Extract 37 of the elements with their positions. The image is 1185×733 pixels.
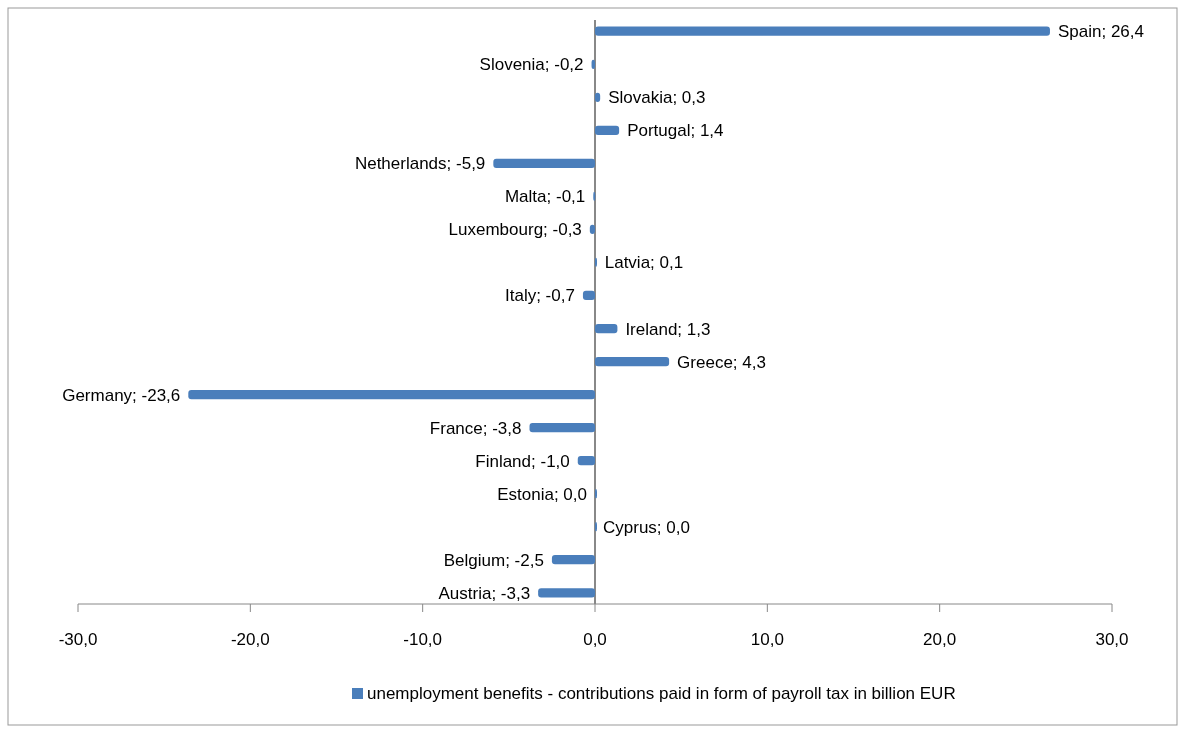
- bar: [493, 158, 595, 168]
- data-label: Austria; -3,3: [438, 583, 531, 603]
- data-label: Latvia; 0,1: [604, 253, 684, 273]
- data-label: Finland; -1,0: [475, 451, 570, 471]
- data-label: Italy; -0,7: [505, 286, 575, 306]
- data-label: Malta; -0,1: [504, 187, 586, 207]
- data-label: Ireland; 1,3: [625, 319, 711, 339]
- bar: [595, 356, 670, 367]
- data-label: Luxembourg; -0,3: [448, 220, 582, 240]
- bar: [538, 588, 595, 598]
- data-label: Netherlands; -5,9: [354, 154, 486, 174]
- bar: [595, 26, 1050, 36]
- data-label: France; -3,8: [429, 418, 522, 438]
- data-label: Belgium; -2,5: [443, 550, 544, 570]
- x-tick-label: 0,0: [583, 630, 607, 649]
- bar: [577, 456, 595, 466]
- legend-label: unemployment benefits - contributions paid in form of payroll tax in billion EUR: [367, 684, 956, 703]
- data-label: Cyprus; 0,0: [603, 517, 690, 537]
- data-label: Portugal; 1,4: [627, 121, 724, 141]
- bar: [595, 125, 620, 135]
- bar: [188, 389, 595, 400]
- data-label: Greece; 4,3: [677, 352, 766, 372]
- x-tick-label: 20,0: [923, 630, 957, 649]
- data-label: Slovakia; 0,3: [608, 88, 706, 108]
- data-label: Estonia; 0,0: [497, 484, 587, 504]
- x-tick-label: 10,0: [750, 630, 784, 649]
- bar: [595, 323, 618, 334]
- bar: [551, 555, 595, 565]
- x-tick-label: -10,0: [403, 630, 443, 649]
- data-label: Germany; -23,6: [62, 385, 181, 405]
- bar: [529, 422, 595, 433]
- data-label: Spain; 26,4: [1057, 22, 1144, 42]
- x-tick-label: 30,0: [1095, 630, 1129, 649]
- data-label: Slovenia; -0,2: [479, 55, 584, 75]
- bar: [582, 290, 595, 301]
- x-tick-label: -30,0: [58, 630, 98, 649]
- x-tick-label: -20,0: [230, 630, 270, 649]
